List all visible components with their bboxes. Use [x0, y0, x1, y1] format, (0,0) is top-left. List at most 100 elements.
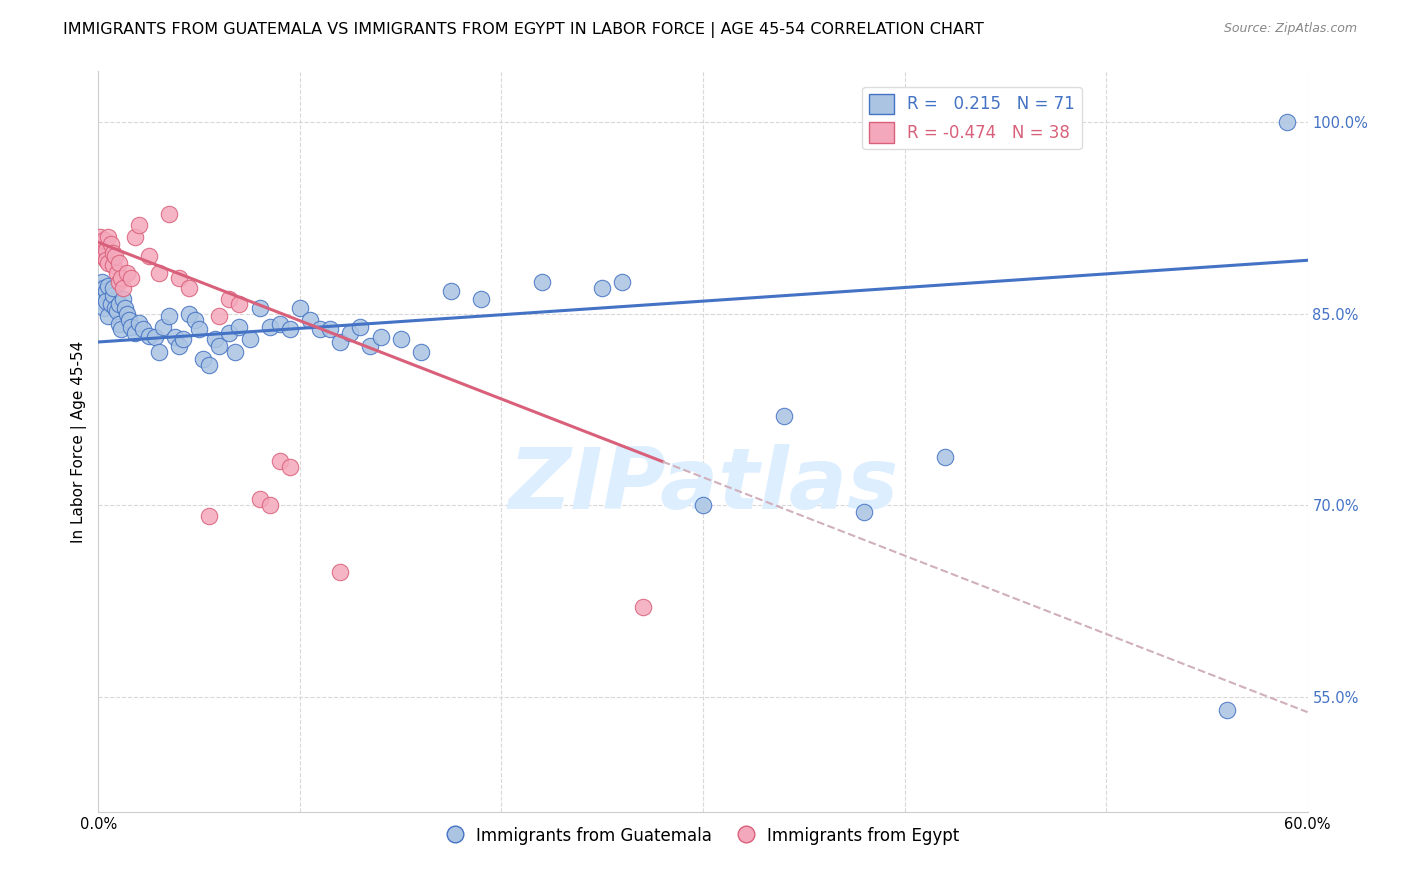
Text: IMMIGRANTS FROM GUATEMALA VS IMMIGRANTS FROM EGYPT IN LABOR FORCE | AGE 45-54 CO: IMMIGRANTS FROM GUATEMALA VS IMMIGRANTS … [63, 22, 984, 38]
Point [148, 266, 170, 280]
Point [91, 236, 114, 251]
Point [128, 316, 150, 330]
Point [91, 275, 114, 289]
Point [349, 319, 371, 334]
Point [97, 230, 120, 244]
Point [89, 230, 111, 244]
Point [249, 491, 271, 506]
Point [103, 301, 125, 315]
Point [329, 334, 352, 349]
Point [111, 292, 134, 306]
Point [118, 313, 141, 327]
Point [409, 345, 432, 359]
Point [259, 499, 281, 513]
Point [319, 322, 342, 336]
Point [96, 243, 118, 257]
Point [259, 319, 281, 334]
Point [107, 256, 129, 270]
Point [288, 301, 311, 315]
Point [124, 326, 146, 340]
Point [110, 271, 132, 285]
Point [89, 243, 111, 257]
Point [208, 310, 231, 324]
Point [107, 275, 129, 289]
Point [249, 301, 271, 315]
Point [193, 351, 215, 366]
Point [218, 292, 240, 306]
Point [179, 281, 201, 295]
Point [114, 301, 136, 315]
Point [103, 250, 125, 264]
Point [370, 330, 392, 344]
Point [198, 358, 221, 372]
Point [110, 322, 132, 336]
Point [143, 330, 166, 344]
Point [440, 284, 463, 298]
Point [100, 236, 122, 251]
Point [111, 281, 134, 295]
Legend: Immigrants from Guatemala, Immigrants from Egypt: Immigrants from Guatemala, Immigrants fr… [440, 820, 966, 852]
Point [269, 317, 291, 331]
Point [179, 307, 201, 321]
Point [1216, 703, 1239, 717]
Point [93, 250, 115, 264]
Point [218, 326, 240, 340]
Point [198, 508, 221, 523]
Point [148, 345, 170, 359]
Point [120, 319, 142, 334]
Point [612, 275, 634, 289]
Point [115, 266, 138, 280]
Point [1277, 115, 1299, 129]
Point [172, 333, 194, 347]
Point [97, 310, 120, 324]
Point [204, 333, 226, 347]
Point [124, 230, 146, 244]
Point [329, 565, 352, 579]
Point [360, 339, 382, 353]
Point [692, 499, 714, 513]
Point [224, 345, 246, 359]
Point [100, 296, 122, 310]
Point [208, 339, 231, 353]
Point [299, 313, 322, 327]
Point [93, 281, 115, 295]
Point [389, 333, 412, 347]
Point [157, 310, 180, 324]
Point [89, 281, 111, 295]
Point [167, 271, 190, 285]
Point [188, 322, 211, 336]
Point [96, 253, 118, 268]
Point [772, 409, 794, 423]
Point [339, 326, 361, 340]
Point [934, 450, 956, 464]
Point [101, 287, 124, 301]
Point [138, 250, 160, 264]
Point [120, 271, 142, 285]
Text: ZIPatlas: ZIPatlas [508, 444, 898, 527]
Point [93, 301, 115, 315]
Point [184, 313, 207, 327]
Point [97, 278, 120, 293]
Point [101, 245, 124, 260]
Point [278, 460, 301, 475]
Point [163, 330, 186, 344]
Point [101, 281, 124, 295]
Point [105, 304, 128, 318]
Point [96, 294, 118, 309]
Point [228, 296, 250, 310]
Point [105, 266, 128, 280]
Point [96, 284, 118, 298]
Point [530, 275, 553, 289]
Point [631, 600, 654, 615]
Point [239, 333, 262, 347]
Point [167, 339, 190, 353]
Point [89, 294, 111, 309]
Point [309, 322, 332, 336]
Point [269, 453, 291, 467]
Point [591, 281, 613, 295]
Point [91, 287, 114, 301]
Point [128, 218, 150, 232]
Text: Source: ZipAtlas.com: Source: ZipAtlas.com [1223, 22, 1357, 36]
Point [101, 259, 124, 273]
Point [853, 505, 876, 519]
